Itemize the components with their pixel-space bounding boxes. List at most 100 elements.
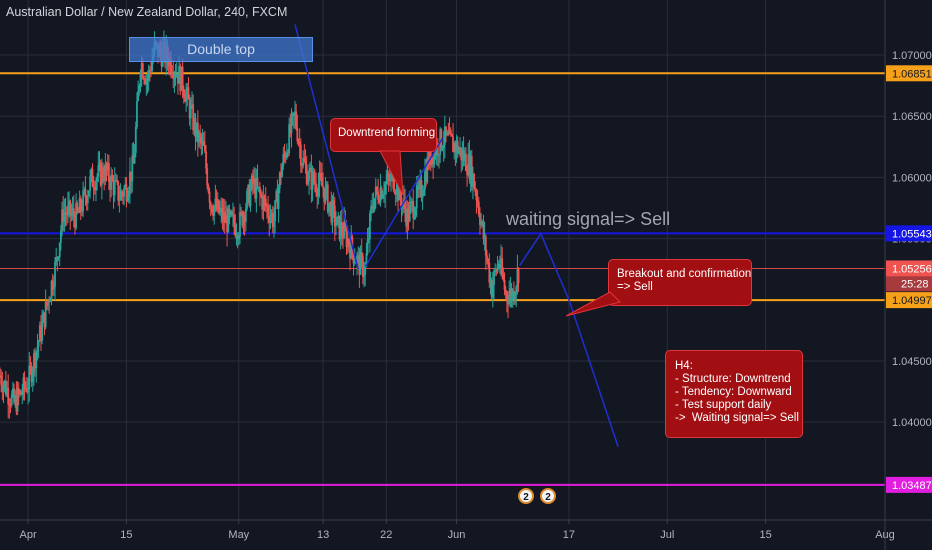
candle-body-25	[28, 365, 31, 390]
candle-body-282	[329, 201, 332, 204]
candle-body-16	[17, 388, 20, 395]
candle-body-106	[123, 188, 125, 197]
h4-summary-callout[interactable]: H4: - Structure: Downtrend - Tendency: D…	[665, 350, 803, 438]
candle-body-421	[491, 285, 494, 298]
candle-body-351	[409, 201, 412, 205]
candle-body-428	[500, 258, 502, 269]
candle-body-8	[8, 404, 11, 406]
candle-body-122	[141, 63, 144, 79]
candle-body-348	[406, 208, 409, 227]
candle-body-188	[219, 210, 221, 214]
candle-body-121	[140, 63, 143, 74]
double-top-box[interactable]: Double top	[129, 37, 313, 62]
candle-body-256	[298, 141, 301, 145]
candle-body-412	[481, 221, 484, 223]
candle-body-361	[421, 195, 424, 199]
x-tick-label-9: Aug	[875, 529, 895, 541]
breakout-line-1: Breakout and confirmation	[617, 268, 752, 280]
candle-body-381	[445, 126, 447, 136]
price-label-bg-3	[886, 292, 932, 309]
candle-body-318	[371, 205, 374, 207]
candle-body-224	[261, 195, 264, 210]
candle-body-403	[470, 156, 473, 187]
candle-body-90	[104, 163, 107, 182]
candle-body-41	[47, 300, 49, 306]
event-badge-1[interactable]: 2	[518, 488, 534, 504]
candle-body-364	[425, 171, 428, 183]
x-tick-label-2: May	[228, 529, 249, 541]
candle-body-109	[126, 196, 129, 201]
candle-body-243	[283, 153, 286, 155]
candle-body-117	[136, 101, 138, 127]
candle-body-49	[56, 257, 59, 259]
candle-body-306	[357, 254, 360, 256]
candle-body-166	[193, 117, 196, 131]
candle-body-269	[314, 181, 316, 184]
candle-body-419	[489, 279, 492, 283]
candle-body-285	[332, 200, 335, 206]
candle-body-247	[288, 124, 291, 154]
candle-body-155	[180, 66, 183, 91]
candle-body-423	[494, 270, 497, 272]
x-tick-label-1: 15	[120, 529, 132, 541]
candle-body-28	[31, 371, 34, 382]
trendline-1	[364, 137, 444, 268]
candle-body-317	[370, 206, 372, 214]
candle-body-325	[379, 188, 382, 203]
candle-body-294	[343, 221, 346, 238]
candle-body-289	[337, 215, 340, 217]
candle-body-156	[181, 66, 184, 90]
candle-body-378	[441, 147, 444, 149]
candle-body-234	[273, 221, 275, 228]
candle-body-190	[221, 207, 224, 222]
candle-body-165	[192, 104, 195, 131]
candle-body-393	[459, 147, 461, 151]
candle-body-322	[376, 186, 378, 192]
candle-body-390	[455, 141, 458, 153]
candle-body-50	[57, 257, 60, 259]
candle-body-98	[113, 180, 116, 196]
candle-body-299	[349, 246, 351, 259]
candle-body-33	[37, 341, 40, 347]
x-tick-label-6: 17	[563, 529, 575, 541]
candle-body-362	[422, 189, 425, 196]
candle-body-85	[98, 162, 101, 166]
candle-body-276	[322, 186, 324, 189]
downtrend-callout[interactable]: Downtrend forming	[330, 118, 437, 152]
candle-body-120	[139, 73, 142, 86]
breakout-callout[interactable]: Breakout and confirmation => Sell	[608, 259, 752, 306]
candle-body-34	[38, 325, 41, 342]
projection-path	[519, 232, 619, 447]
h4-line-5: -> Waiting signal=> Sell	[675, 412, 799, 424]
countdown-label: 25:28	[901, 278, 929, 290]
candle-body-209	[243, 214, 246, 222]
candle-body-181	[210, 206, 213, 213]
candle-body-81	[93, 188, 96, 191]
candle-body-443	[517, 269, 520, 283]
candle-body-216	[251, 175, 254, 184]
candle-body-331	[386, 173, 389, 182]
candle-body-431	[503, 279, 506, 290]
candle-body-63	[72, 208, 75, 217]
candle-body-284	[331, 200, 334, 223]
candle-body-69	[79, 198, 82, 211]
candle-body-70	[81, 210, 83, 212]
candle-body-271	[316, 192, 319, 197]
price-label-0: 1.06851	[892, 68, 932, 80]
candle-body-123	[143, 78, 145, 80]
candle-body-199	[232, 214, 234, 216]
candle-body-170	[198, 132, 200, 143]
candle-body-32	[36, 346, 39, 352]
candle-body-59	[68, 200, 70, 206]
candle-body-346	[404, 199, 406, 211]
candle-body-429	[501, 258, 504, 275]
candle-body-187	[218, 200, 220, 214]
candle-body-102	[118, 199, 121, 201]
event-badge-2[interactable]: 2	[540, 488, 556, 504]
candle-body-202	[235, 235, 238, 237]
candle-body-241	[281, 166, 284, 177]
price-label-bg-2	[886, 260, 932, 277]
candle-body-215	[250, 175, 253, 189]
